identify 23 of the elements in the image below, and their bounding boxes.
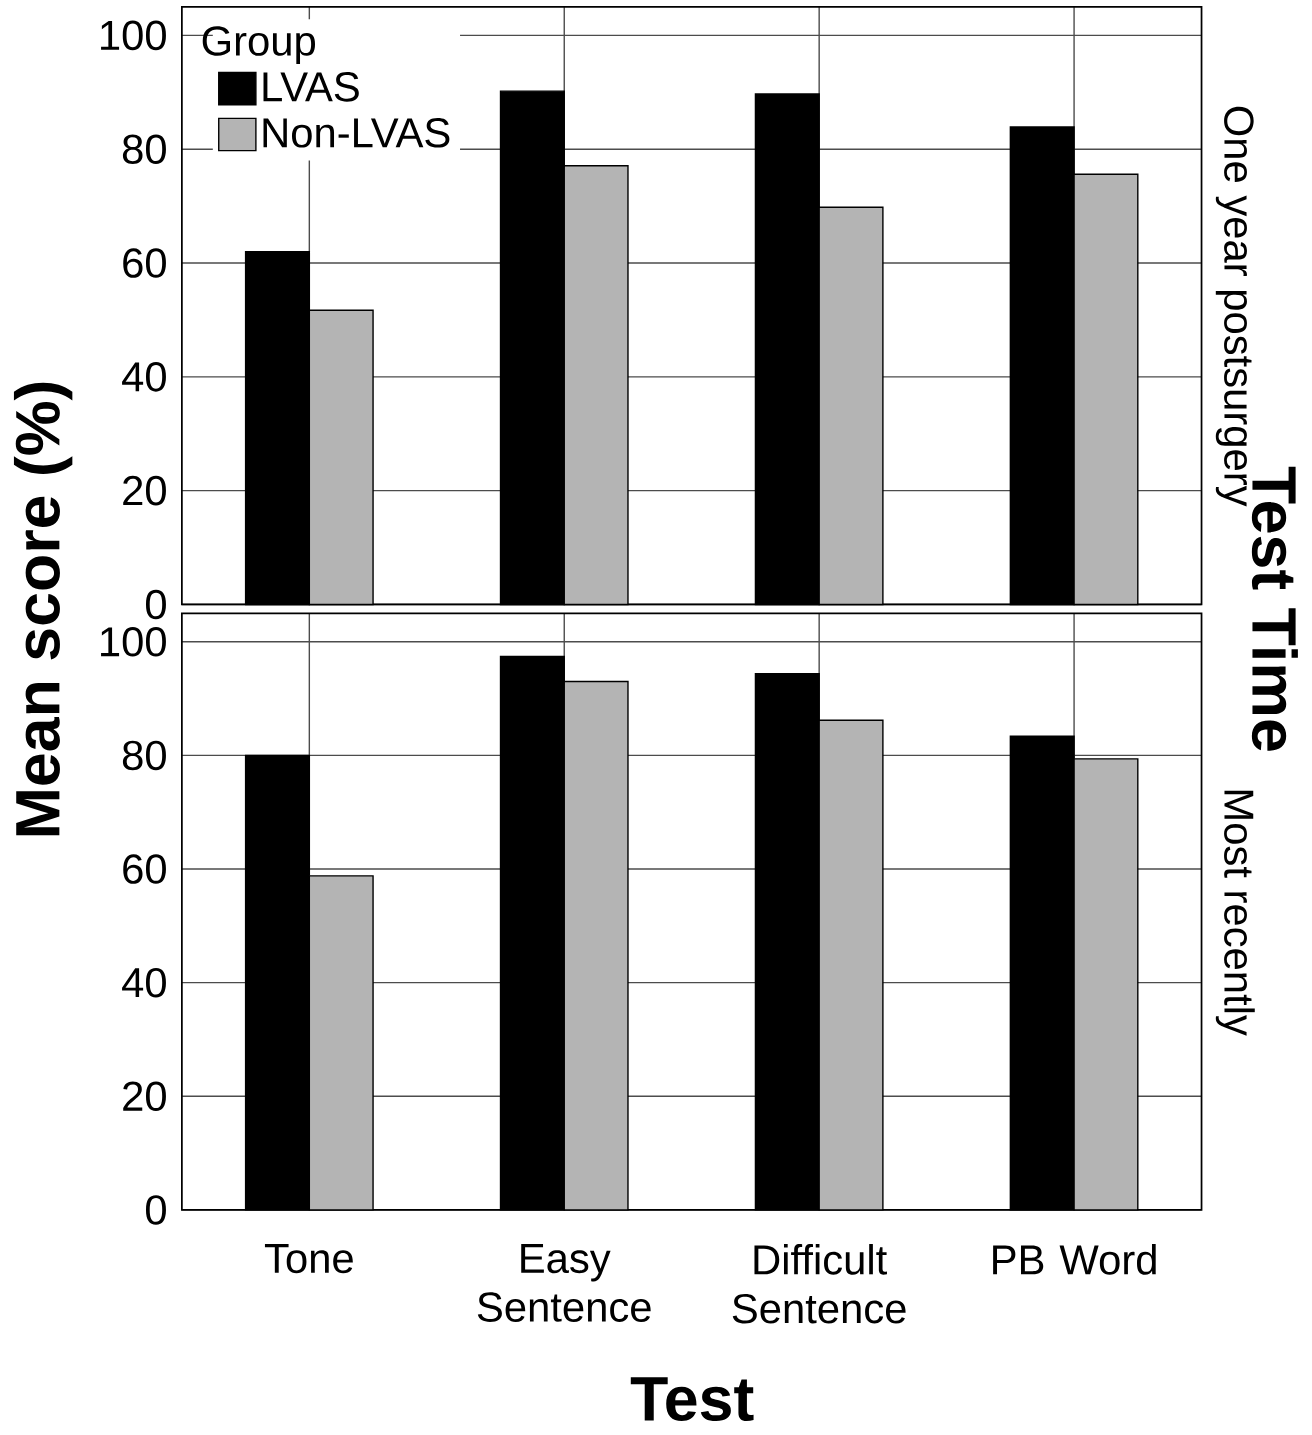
legend-label: LVAS [263, 72, 359, 102]
y-tick-label: 60 [123, 248, 167, 278]
x-tick-label: Tone [265, 1244, 353, 1274]
x-axis-title: Test [630, 1377, 754, 1422]
y-tick-label: 20 [123, 1081, 167, 1112]
x-tick-label: Difficult Sentence [732, 1244, 906, 1324]
y-tick-label: 0 [146, 589, 167, 620]
y2-axis-title: Test Time [1251, 466, 1298, 751]
text: Most recently [1215, 790, 1255, 1036]
y-tick-label: 0 [146, 1195, 167, 1225]
legend-label: Non-LVAS [263, 118, 450, 148]
x-tick-label: PB Word [993, 1244, 1156, 1275]
y-tick-label: 40 [122, 967, 167, 998]
y-tick-label: 20 [123, 475, 167, 506]
y-tick-label: 80 [123, 134, 167, 164]
y-tick-label: 100 [101, 20, 167, 51]
y-axis-title: Mean score (%) [14, 382, 73, 836]
y-tick-label: 80 [123, 740, 167, 771]
y-tick-label: 60 [123, 854, 167, 884]
y-tick-label: 100 [101, 627, 167, 657]
y-tick-label: 40 [122, 362, 167, 392]
x-tick-label: Easy Sentence [477, 1244, 651, 1322]
legend-title: Group [202, 26, 316, 65]
